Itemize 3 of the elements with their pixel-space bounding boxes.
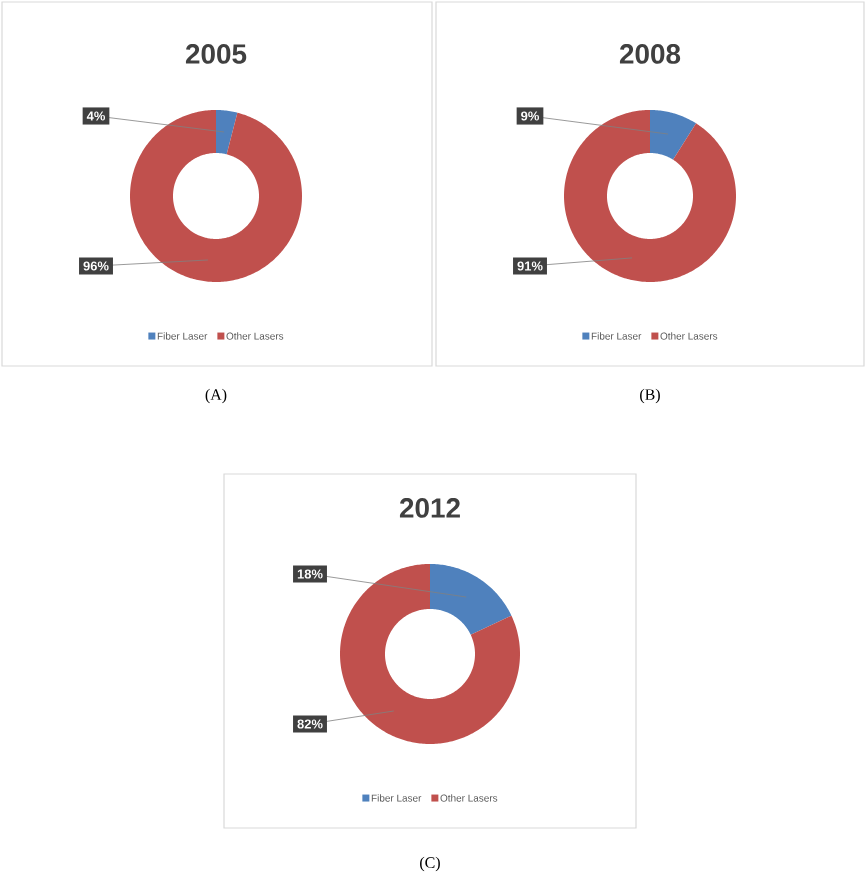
chart-title: 2012 bbox=[399, 498, 460, 518]
chart-title: 2005 bbox=[185, 44, 247, 64]
chart-title: 2008 bbox=[619, 44, 681, 64]
